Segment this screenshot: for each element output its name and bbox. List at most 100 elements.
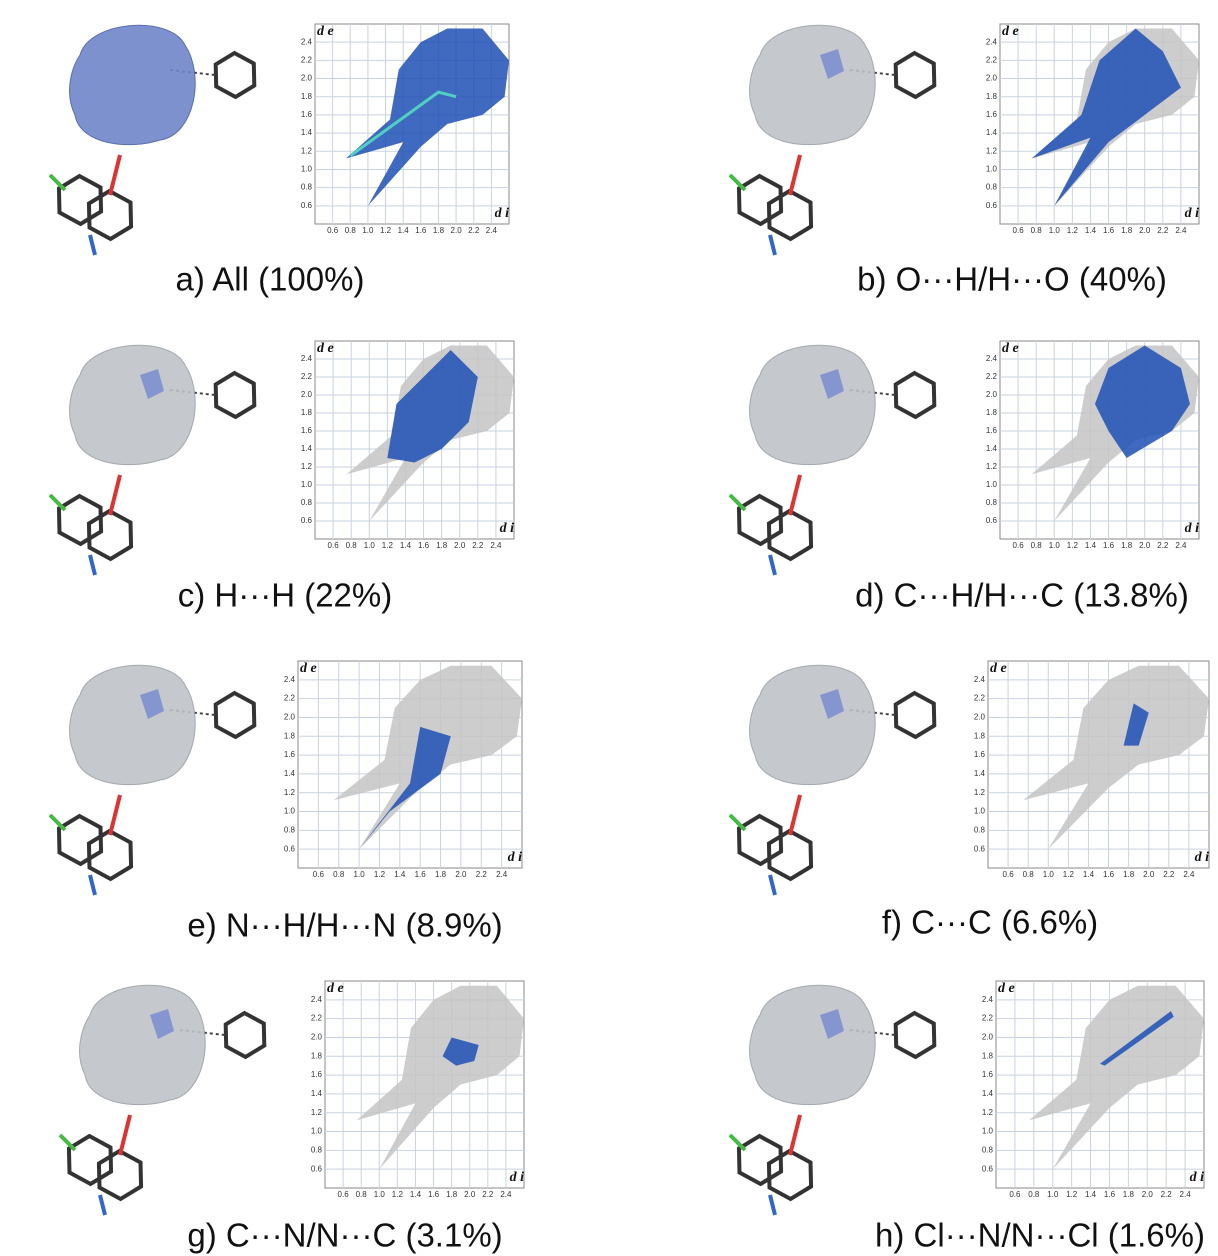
y-tick-label: 1.8 <box>301 92 313 101</box>
hirshfeld-surface <box>70 25 196 144</box>
bond <box>790 155 800 195</box>
y-tick-label: 1.4 <box>284 769 296 778</box>
y-tick-label: 2.4 <box>301 354 313 363</box>
molecule <box>50 345 254 575</box>
hirshfeld-surface <box>80 985 206 1104</box>
x-tick-label: 2.2 <box>1157 541 1169 550</box>
molecule <box>50 25 254 255</box>
x-tick-label: 1.2 <box>1067 226 1079 235</box>
y-axis-label: d e <box>998 981 1015 996</box>
x-tick-label: 1.6 <box>428 1190 440 1199</box>
y-axis-label: d e <box>1002 24 1019 39</box>
y-axis-label: d e <box>300 661 317 676</box>
y-tick-label: 1.6 <box>301 110 313 119</box>
y-tick-label: 2.4 <box>986 37 998 46</box>
y-tick-label: 2.2 <box>986 55 998 64</box>
y-tick-label: 2.0 <box>986 390 998 399</box>
x-tick-label: 1.8 <box>446 1190 458 1199</box>
y-tick-label: 0.6 <box>986 516 998 525</box>
x-axis-label: d i <box>500 521 515 536</box>
panel-caption: d) C···H/H···C (13.8%) <box>855 577 1189 614</box>
x-tick-label: 1.4 <box>1085 541 1097 550</box>
x-tick-label: 1.6 <box>1103 870 1115 879</box>
y-tick-label: 2.2 <box>974 694 986 703</box>
panel: 0.60.81.01.21.41.61.82.02.22.40.60.81.01… <box>730 24 1199 298</box>
y-tick-label: 1.0 <box>311 1127 323 1136</box>
x-tick-label: 0.6 <box>327 226 339 235</box>
ring <box>216 693 255 737</box>
x-tick-label: 0.8 <box>346 541 358 550</box>
x-tick-label: 1.0 <box>364 541 376 550</box>
y-tick-label: 1.2 <box>301 146 313 155</box>
y-tick-label: 2.2 <box>301 372 313 381</box>
hirshfeld-surface <box>750 25 876 144</box>
y-tick-label: 2.0 <box>301 390 313 399</box>
x-tick-label: 0.8 <box>345 226 357 235</box>
y-tick-label: 1.8 <box>974 731 986 740</box>
y-tick-label: 2.2 <box>982 1014 994 1023</box>
panel-caption: b) O···H/H···O (40%) <box>857 261 1167 298</box>
ring <box>896 53 935 97</box>
x-tick-label: 2.2 <box>476 870 488 879</box>
y-tick-label: 1.8 <box>311 1051 323 1060</box>
bond <box>790 795 800 835</box>
bond <box>790 475 800 515</box>
x-tick-label: 2.4 <box>1175 226 1187 235</box>
x-tick-label: 1.4 <box>400 541 412 550</box>
y-tick-label: 0.6 <box>986 201 998 210</box>
bond <box>770 1195 775 1215</box>
y-tick-label: 2.4 <box>284 675 296 684</box>
y-tick-label: 2.0 <box>301 74 313 83</box>
molecule <box>730 345 934 575</box>
x-tick-label: 0.6 <box>328 541 340 550</box>
x-tick-label: 1.8 <box>435 870 447 879</box>
hirshfeld-surface <box>750 345 876 464</box>
y-tick-label: 0.8 <box>986 183 998 192</box>
bond <box>790 1115 800 1155</box>
x-tick-label: 1.2 <box>380 226 392 235</box>
y-tick-label: 1.8 <box>986 408 998 417</box>
ring <box>226 1013 265 1057</box>
x-axis-label: d i <box>1190 1170 1205 1185</box>
y-tick-label: 0.6 <box>284 844 296 853</box>
y-tick-label: 0.8 <box>986 498 998 507</box>
y-tick-label: 1.2 <box>301 462 313 471</box>
x-tick-label: 2.0 <box>451 226 463 235</box>
x-tick-label: 1.0 <box>354 870 366 879</box>
x-tick-label: 2.4 <box>486 226 498 235</box>
x-tick-label: 1.0 <box>1043 870 1055 879</box>
panel-caption: f) C···C (6.6%) <box>882 904 1098 941</box>
molecule <box>60 985 264 1215</box>
y-tick-label: 1.0 <box>986 165 998 174</box>
y-tick-label: 2.4 <box>986 354 998 363</box>
x-tick-label: 1.4 <box>410 1190 422 1199</box>
x-tick-label: 0.8 <box>1028 1190 1040 1199</box>
y-tick-label: 1.4 <box>986 444 998 453</box>
x-tick-label: 2.2 <box>482 1190 494 1199</box>
x-tick-label: 1.2 <box>392 1190 404 1199</box>
x-tick-label: 1.6 <box>415 870 427 879</box>
molecule <box>730 665 934 895</box>
y-tick-label: 2.2 <box>301 55 313 64</box>
y-tick-label: 2.4 <box>311 995 323 1004</box>
ring <box>216 53 255 97</box>
y-tick-label: 1.8 <box>982 1051 994 1060</box>
y-tick-label: 1.6 <box>986 426 998 435</box>
y-tick-label: 1.0 <box>986 480 998 489</box>
y-tick-label: 1.0 <box>301 165 313 174</box>
y-tick-label: 2.2 <box>284 694 296 703</box>
ring <box>896 693 935 737</box>
y-tick-label: 0.6 <box>311 1164 323 1173</box>
molecule <box>730 25 934 255</box>
y-tick-label: 0.8 <box>311 1145 323 1154</box>
panel-caption: h) Cl···N/N···Cl (1.6%) <box>875 1217 1205 1254</box>
ring <box>896 373 935 417</box>
bond <box>110 795 120 835</box>
x-tick-label: 1.0 <box>362 226 374 235</box>
y-tick-label: 1.6 <box>986 110 998 119</box>
x-tick-label: 2.2 <box>1157 226 1169 235</box>
x-tick-label: 2.4 <box>1180 1190 1192 1199</box>
